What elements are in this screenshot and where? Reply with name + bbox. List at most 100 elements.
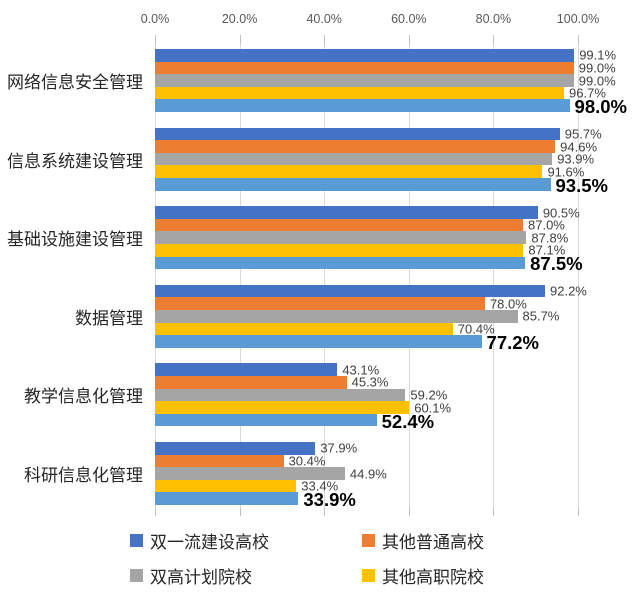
tick-mark	[239, 35, 241, 44]
legend-item-other-regular-universities: 其他普通高校	[362, 528, 550, 553]
value-label: 60.1%	[414, 400, 452, 415]
overall-value-label: 77.2%	[486, 331, 540, 353]
legend-item-double-high-plan-colleges: 双高计划院校	[130, 563, 362, 588]
bar-overall	[155, 178, 551, 191]
gridline	[239, 44, 241, 508]
bar-double-first-class-universities	[155, 49, 575, 62]
value-label: 33.4%	[301, 478, 339, 494]
category-label: 科研信息化管理	[24, 466, 143, 485]
x-axis-tick-label: 0.0%	[140, 12, 170, 26]
x-axis-tick-label: 80.0%	[475, 12, 512, 26]
tick-mark	[578, 508, 579, 516]
bar-other-regular-universities	[155, 454, 284, 468]
tick-mark	[408, 508, 410, 516]
tick-mark	[155, 508, 156, 516]
gridline	[155, 44, 156, 508]
bar-overall	[155, 256, 526, 270]
gridline	[408, 44, 410, 508]
tick-mark	[408, 35, 410, 44]
value-label: 43.1%	[342, 362, 380, 378]
x-axis-tick-label: 20.0%	[221, 12, 258, 26]
value-label: 30.4%	[288, 453, 326, 469]
overall-value-label: 93.5%	[555, 174, 608, 196]
category-label: 教学信息化管理	[24, 387, 143, 407]
bar-double-first-class-universities	[155, 442, 316, 455]
gridline	[493, 44, 495, 508]
bar-other-vocational-colleges	[155, 322, 453, 336]
bar-other-regular-universities	[155, 376, 347, 389]
category-label: 信息系统建设管理	[7, 151, 143, 171]
gridline	[578, 44, 579, 508]
legend-label: 双一流建设高校	[150, 533, 269, 552]
value-label: 70.4%	[457, 321, 495, 337]
legend-item-other-vocational-colleges: 其他高职院校	[362, 563, 550, 588]
bar-double-first-class-universities	[155, 206, 538, 219]
bar-other-vocational-colleges	[155, 401, 410, 414]
value-label: 78.0%	[489, 296, 527, 312]
x-axis-tick-label: 60.0%	[391, 12, 427, 26]
tick-mark	[324, 508, 326, 516]
bar-overall	[155, 413, 377, 427]
tick-mark	[155, 35, 156, 44]
bar-overall	[155, 492, 299, 505]
value-label: 91.6%	[547, 164, 585, 180]
bar-other-regular-universities	[155, 218, 523, 232]
value-label: 85.7%	[522, 308, 560, 324]
bar-other-regular-universities	[155, 297, 485, 310]
value-label: 99.1%	[579, 47, 617, 63]
value-label: 87.8%	[531, 230, 569, 246]
value-label: 94.6%	[560, 139, 598, 154]
tick-mark	[493, 35, 495, 44]
value-label: 87.1%	[528, 242, 566, 258]
legend-label: 其他高职院校	[382, 568, 484, 587]
value-label: 96.7%	[569, 85, 606, 101]
legend-label: 双高计划院校	[150, 568, 252, 587]
x-axis-tick-label: 40.0%	[306, 12, 342, 26]
bar-double-first-class-universities	[155, 363, 338, 376]
bar-double-high-plan-colleges	[155, 152, 553, 166]
bar-overall	[155, 99, 570, 112]
value-label: 90.5%	[542, 205, 580, 220]
bar-double-first-class-universities	[155, 284, 545, 298]
bar-double-high-plan-colleges	[155, 467, 345, 480]
bar-double-high-plan-colleges	[155, 310, 518, 323]
value-label: 99.0%	[578, 73, 616, 88]
value-label: 45.3%	[351, 374, 389, 390]
legend-swatch	[130, 569, 143, 582]
overall-value-label: 98.0%	[574, 95, 627, 117]
overall-value-label: 52.4%	[381, 410, 435, 432]
bar-other-vocational-colleges	[155, 165, 543, 178]
bar-double-high-plan-colleges	[155, 388, 406, 402]
category-label: 基础设施建设管理	[7, 230, 143, 250]
gridline	[324, 44, 326, 508]
tick-mark	[578, 35, 579, 44]
legend-label: 其他普通高校	[382, 533, 484, 552]
tick-mark	[239, 508, 241, 516]
bar-double-high-plan-colleges	[155, 231, 527, 244]
overall-value-label: 33.9%	[303, 488, 356, 510]
legend: 双一流建设高校 其他普通高校双高计划院校 其他高职院校	[130, 528, 550, 588]
bar-other-regular-universities	[155, 140, 556, 153]
bar-overall	[155, 335, 482, 348]
legend-swatch	[130, 534, 143, 547]
category-label: 数据管理	[75, 308, 143, 328]
bar-other-regular-universities	[155, 61, 574, 75]
bar-double-high-plan-colleges	[155, 74, 574, 87]
bar-other-vocational-colleges	[155, 244, 524, 257]
legend-item-double-first-class-universities: 双一流建设高校	[130, 528, 362, 553]
x-axis-tick-label: 100.0%	[556, 12, 600, 26]
value-label: 37.9%	[320, 440, 358, 456]
value-label: 87.0%	[528, 217, 565, 233]
value-label: 99.0%	[578, 60, 616, 76]
legend-swatch	[362, 569, 375, 582]
value-label: 59.2%	[410, 387, 448, 403]
bar-other-vocational-colleges	[155, 86, 565, 100]
tick-mark	[324, 35, 326, 44]
value-label: 44.9%	[349, 466, 387, 481]
bar-double-first-class-universities	[155, 127, 560, 141]
overall-value-label: 87.5%	[530, 253, 583, 275]
value-label: 93.9%	[557, 151, 595, 167]
value-label: 95.7%	[564, 126, 602, 142]
legend-swatch	[362, 534, 375, 547]
